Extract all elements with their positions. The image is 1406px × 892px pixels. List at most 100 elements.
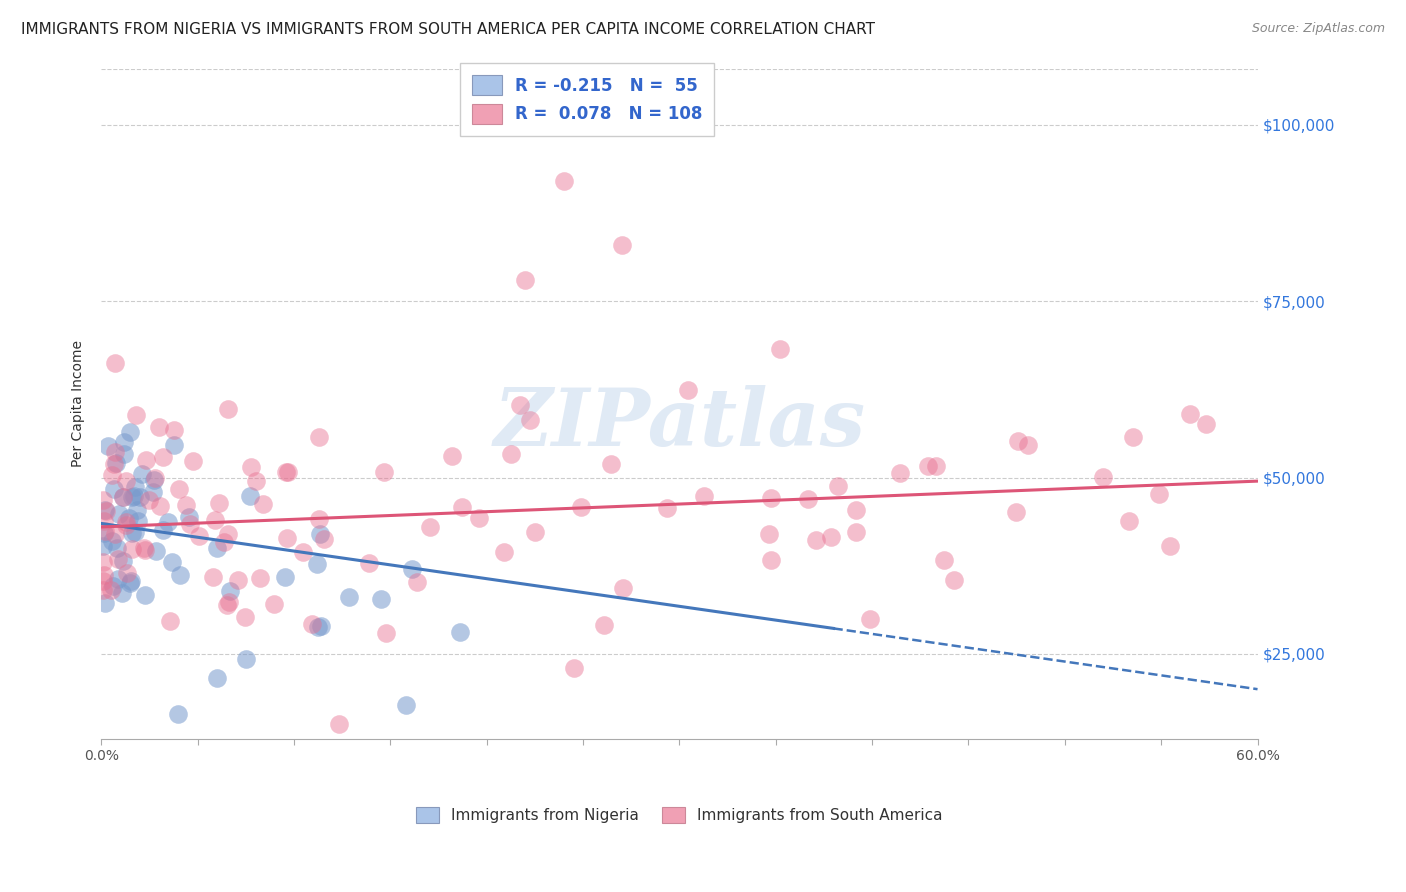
Point: [308, 526, 330, 541]
Point: [252, 497, 274, 511]
Point: [440, 449, 463, 463]
Point: [309, 619, 332, 633]
Point: [307, 620, 329, 634]
Point: [451, 500, 474, 514]
Point: [115, 517, 138, 532]
Point: [205, 541, 228, 555]
Point: [152, 450, 174, 465]
Point: [114, 516, 136, 530]
Point: [215, 598, 238, 612]
Point: [610, 237, 633, 252]
Point: [1005, 505, 1028, 519]
Point: [553, 174, 575, 188]
Point: [759, 491, 782, 505]
Point: [93, 524, 115, 539]
Point: [163, 438, 186, 452]
Point: [217, 527, 239, 541]
Point: [1159, 539, 1181, 553]
Text: IMMIGRANTS FROM NIGERIA VS IMMIGRANTS FROM SOUTH AMERICA PER CAPITA INCOME CORRE: IMMIGRANTS FROM NIGERIA VS IMMIGRANTS FR…: [21, 22, 875, 37]
Point: [917, 459, 939, 474]
Point: [93, 526, 115, 541]
Point: [276, 465, 298, 479]
Point: [125, 503, 148, 517]
Point: [142, 485, 165, 500]
Point: [104, 356, 127, 370]
Point: [291, 545, 314, 559]
Point: [859, 612, 882, 626]
Point: [373, 466, 395, 480]
Point: [127, 514, 149, 528]
Point: [308, 512, 330, 526]
Point: [820, 530, 842, 544]
Point: [91, 555, 114, 569]
Point: [263, 597, 285, 611]
Point: [523, 524, 546, 539]
Point: [148, 419, 170, 434]
Point: [226, 573, 249, 587]
Point: [235, 651, 257, 665]
Point: [118, 510, 141, 524]
Point: [107, 552, 129, 566]
Point: [797, 492, 820, 507]
Point: [1118, 514, 1140, 528]
Point: [157, 515, 180, 529]
Point: [108, 507, 131, 521]
Point: [245, 475, 267, 489]
Point: [337, 590, 360, 604]
Point: [692, 489, 714, 503]
Point: [181, 454, 204, 468]
Point: [115, 474, 138, 488]
Point: [276, 531, 298, 545]
Point: [571, 500, 593, 514]
Point: [93, 568, 115, 582]
Point: [174, 498, 197, 512]
Point: [112, 554, 135, 568]
Point: [1195, 417, 1218, 431]
Point: [105, 456, 128, 470]
Point: [125, 408, 148, 422]
Point: [612, 581, 634, 595]
Point: [515, 273, 537, 287]
Y-axis label: Per Capita Income: Per Capita Income: [72, 340, 86, 467]
Point: [188, 529, 211, 543]
Point: [134, 588, 156, 602]
Point: [519, 413, 541, 427]
Point: [845, 503, 868, 517]
Point: [240, 460, 263, 475]
Point: [804, 533, 827, 548]
Point: [889, 466, 911, 480]
Point: [277, 466, 299, 480]
Point: [827, 479, 849, 493]
Point: [233, 610, 256, 624]
Point: [943, 574, 966, 588]
Point: [104, 445, 127, 459]
Point: [592, 618, 614, 632]
Point: [160, 556, 183, 570]
Point: [301, 616, 323, 631]
Point: [122, 489, 145, 503]
Point: [163, 423, 186, 437]
Point: [845, 524, 868, 539]
Point: [1007, 434, 1029, 448]
Point: [131, 467, 153, 481]
Point: [167, 482, 190, 496]
Point: [401, 562, 423, 576]
Point: [134, 543, 156, 558]
Point: [101, 579, 124, 593]
Point: [562, 661, 585, 675]
Point: [107, 572, 129, 586]
Point: [1178, 407, 1201, 421]
Point: [112, 447, 135, 461]
Point: [111, 490, 134, 504]
Point: [1149, 487, 1171, 501]
Point: [370, 591, 392, 606]
Point: [103, 457, 125, 471]
Point: [274, 570, 297, 584]
Point: [925, 458, 948, 473]
Point: [101, 533, 124, 548]
Point: [201, 570, 224, 584]
Point: [143, 470, 166, 484]
Point: [167, 706, 190, 721]
Point: [91, 539, 114, 553]
Point: [169, 567, 191, 582]
